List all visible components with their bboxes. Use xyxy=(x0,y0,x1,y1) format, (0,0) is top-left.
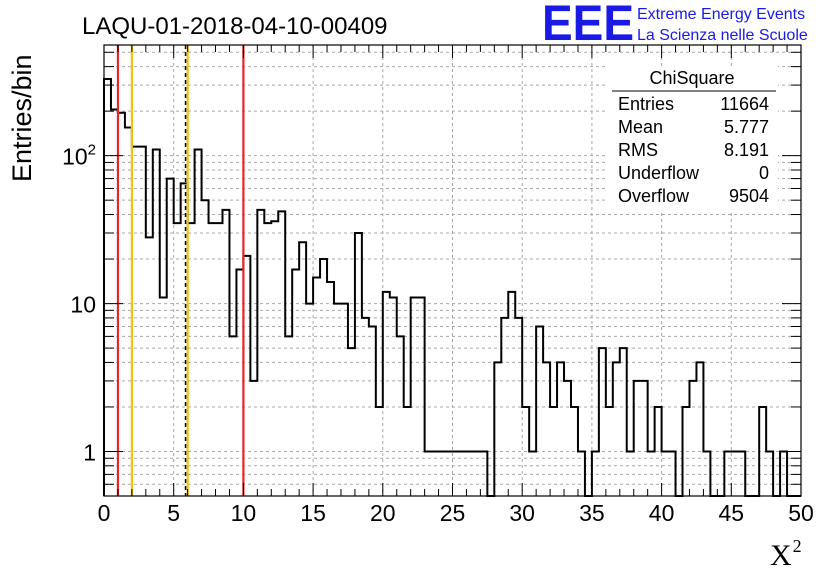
y-tick-label-10: 10 xyxy=(70,292,96,318)
stats-value-mean: 5.777 xyxy=(724,117,769,137)
x-tick-label-20: 20 xyxy=(370,500,396,526)
x-tick-label-45: 45 xyxy=(719,500,745,526)
grid-lines xyxy=(104,45,801,496)
stats-label-rms: RMS xyxy=(618,140,658,160)
stats-label-entries: Entries xyxy=(618,94,674,114)
x-tick-label-50: 50 xyxy=(788,500,814,526)
y-tick-label-1: 1 xyxy=(83,439,96,465)
logo-line-2: La Scienza nelle Scuole xyxy=(637,27,808,44)
axis-ticks xyxy=(103,45,802,497)
stats-value-underflow: 0 xyxy=(759,163,769,183)
histogram xyxy=(103,77,801,497)
x-axis-label-superscript: 2 xyxy=(793,536,802,556)
x-tick-label-40: 40 xyxy=(649,500,675,526)
stats-label-underflow: Underflow xyxy=(618,163,700,183)
stats-value-overflow: 9504 xyxy=(729,186,769,206)
stats-box: ChiSquare Entries 11664 Mean 5.777 RMS 8.191 U… xyxy=(606,66,778,212)
y-axis-label: Entries/bin xyxy=(7,54,37,182)
stats-title: ChiSquare xyxy=(649,68,734,88)
eee-logo-mark: EEE xyxy=(542,0,634,51)
x-tick-label-30: 30 xyxy=(509,500,535,526)
stats-box-background xyxy=(606,66,778,212)
stats-label-mean: Mean xyxy=(618,117,663,137)
stats-value-entries: 11664 xyxy=(720,94,769,114)
x-axis-label: X2 xyxy=(770,536,802,572)
vertical-markers xyxy=(116,45,245,496)
x-tick-label-0: 0 xyxy=(98,500,111,526)
logo-line-1: Extreme Energy Events xyxy=(637,6,805,23)
x-axis-label-base: X xyxy=(770,539,792,572)
stats-rows: Entries 11664 Mean 5.777 RMS 8.191 Underflow 0 O… xyxy=(618,94,769,206)
stats-label-overflow: Overflow xyxy=(618,186,690,206)
x-tick-labels: 0 5 10 15 20 25 30 35 40 45 50 xyxy=(98,500,814,526)
chart-title: LAQU-01-2018-04-10-00409 xyxy=(82,13,388,40)
stats-value-rms: 8.191 xyxy=(724,140,769,160)
x-tick-label-15: 15 xyxy=(300,500,326,526)
histogram-outline xyxy=(103,77,801,497)
y-tick-labels: 1 10 102 xyxy=(62,142,96,466)
y-tick-label-100: 102 xyxy=(62,142,96,170)
x-tick-label-5: 5 xyxy=(167,500,180,526)
x-tick-label-25: 25 xyxy=(440,500,466,526)
x-tick-label-35: 35 xyxy=(579,500,605,526)
x-tick-label-10: 10 xyxy=(231,500,257,526)
